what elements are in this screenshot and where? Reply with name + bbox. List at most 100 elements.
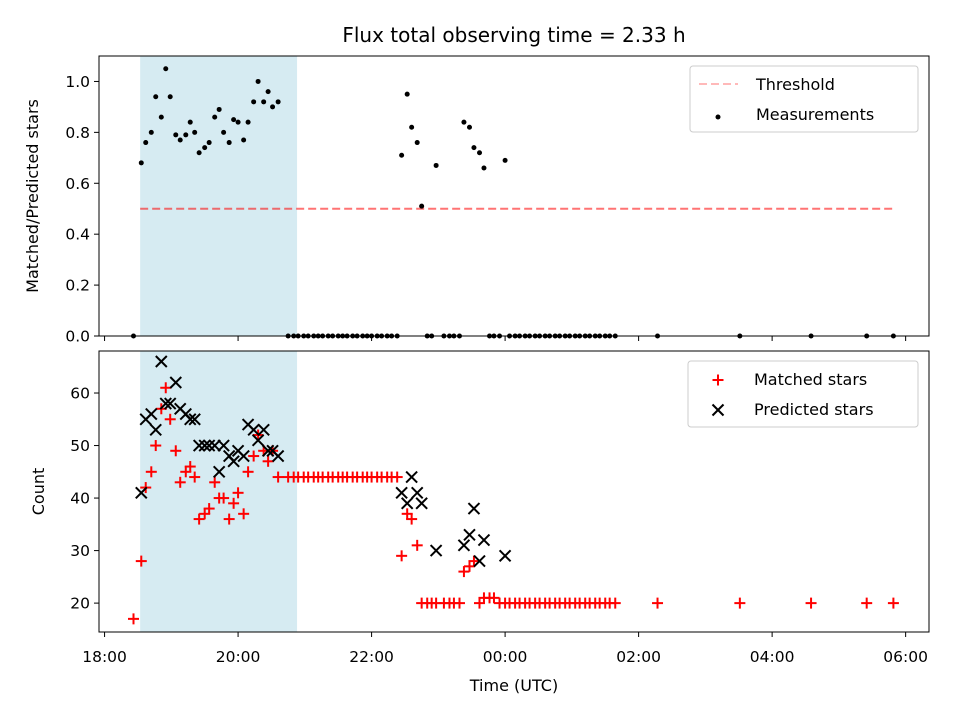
predicted-star-point-11-b: [188, 413, 201, 426]
top-legend: Threshold Measurements: [689, 65, 919, 133]
predicted-star-point-29: [395, 486, 408, 500]
predicted-star-point-30-b: [400, 497, 414, 510]
measurement-point-68: [477, 150, 483, 156]
predicted-star-point-0: [135, 486, 148, 500]
bottom-y-tick-label-3: 50: [70, 437, 90, 455]
bottom-panel: 20 30 40 50 60 18:00 20:00 22:00 00:00 02:00 04:00…: [70, 350, 930, 666]
predicted-star-point-37-b: [467, 502, 481, 515]
predicted-star-point-24-b: [251, 434, 265, 447]
predicted-star-point-6-b: [163, 397, 177, 410]
top-y-tick-label-1: 0.2: [65, 277, 90, 295]
measurement-point-25: [255, 78, 261, 84]
measurement-point-6: [163, 66, 169, 72]
top-legend-box: [689, 65, 919, 133]
legend-threshold-label: Threshold: [755, 75, 835, 94]
measurement-point-10: [183, 132, 189, 138]
matched-star-point-27: [262, 455, 274, 467]
matched-star-point-98: [805, 597, 817, 609]
matched-star-point-56: [411, 539, 423, 551]
predicted-star-point-5: [159, 397, 172, 410]
predicted-star-point-7-b: [169, 376, 182, 389]
legend-predicted-cross: [711, 403, 725, 417]
chart-title: Flux total observing time = 2.33 h: [342, 23, 685, 47]
matched-star-point-21: [232, 487, 244, 499]
measurement-point-26: [261, 99, 267, 105]
x-tick-label-6: 06:00: [883, 648, 928, 666]
matched-star-point-9: [174, 476, 186, 488]
matched-star-point-55: [406, 513, 418, 525]
top-y-tick-label-0: 0.0: [65, 328, 90, 346]
predicted-star-point-14: [202, 439, 216, 452]
predicted-star-point-15: [208, 439, 221, 452]
measurement-point-11: [187, 119, 193, 125]
measurement-point-4: [153, 94, 159, 100]
matched-star-point-18: [218, 492, 230, 504]
top-plot-frame: [98, 55, 930, 337]
predicted-star-point-37: [467, 502, 481, 515]
predicted-star-point-14-b: [202, 439, 216, 452]
bottom-y-tick-label-2: 40: [70, 490, 90, 508]
matched-star-point-11: [184, 461, 196, 473]
measurement-point-16: [212, 114, 218, 120]
matched-star-point-67: [468, 555, 480, 567]
predicted-star-point-19-b: [227, 455, 240, 468]
matched-star-point-20: [228, 497, 240, 509]
legend-predicted-stars-swatch: [711, 403, 725, 417]
matched-star-point-99: [861, 597, 873, 609]
x-tick-label-2: 22:00: [349, 648, 394, 666]
predicted-star-point-21-b: [237, 449, 250, 463]
measurement-point-73: [502, 157, 508, 163]
legend-matched-stars-swatch: [712, 374, 724, 386]
legend-predicted-stars-label: Predicted stars: [754, 400, 874, 419]
predicted-star-point-32-b: [410, 486, 424, 500]
measurement-point-15: [206, 140, 212, 146]
legend-predicted-cross-b: [711, 403, 725, 417]
top-y-axis-label: Matched/Predicted stars: [23, 99, 42, 293]
measurement-point-24: [251, 99, 257, 105]
predicted-star-point-23-b: [247, 423, 260, 436]
predicted-star-point-33-b: [415, 497, 428, 510]
measurement-point-56: [414, 140, 420, 146]
x-tick-label-0: 18:00: [82, 648, 127, 666]
predicted-star-point-5-b: [159, 397, 172, 410]
measurement-point-23: [245, 119, 251, 125]
matched-star-point-71: [488, 592, 500, 604]
bottom-y-tick-label-4: 60: [70, 385, 90, 403]
matched-star-point-95: [609, 597, 621, 609]
predicted-star-point-19: [227, 455, 240, 468]
matched-star-point-29: [272, 471, 284, 483]
top-y-tick-label-5: 1.0: [65, 73, 90, 91]
matched-star-point-4: [150, 440, 162, 452]
predicted-star-point-40-b: [498, 549, 512, 563]
matched-star-point-0: [127, 613, 139, 625]
predicted-star-point-12: [192, 439, 206, 452]
measurement-point-65: [461, 119, 467, 125]
bottom-y-tick-label-0: 20: [70, 595, 90, 613]
measurement-point-17: [216, 106, 222, 112]
matched-star-point-15: [203, 503, 215, 515]
predicted-star-point-28: [271, 449, 285, 463]
predicted-star-point-16: [212, 465, 226, 479]
bottom-plot-frame: [98, 350, 930, 633]
predicted-star-point-7: [169, 376, 182, 389]
measurement-point-69: [481, 165, 487, 171]
legend-measurements-label: Measurements: [756, 105, 874, 124]
predicted-star-point-17-b: [217, 439, 230, 452]
legend-matched-stars-label: Matched stars: [754, 370, 867, 389]
top-y-tick-label-3: 0.6: [65, 175, 90, 193]
measurement-point-57: [419, 203, 425, 209]
matched-star-point-24: [248, 450, 260, 462]
measurement-point-14: [202, 145, 208, 151]
measurement-point-19: [226, 140, 232, 146]
predicted-star-point-39: [477, 533, 491, 547]
predicted-star-point-15-b: [208, 439, 221, 452]
measurement-point-29: [275, 99, 281, 105]
measurement-point-53: [399, 152, 405, 158]
measurement-point-60: [433, 162, 439, 168]
measurement-point-27: [265, 89, 271, 95]
predicted-star-point-31-b: [405, 470, 418, 484]
predicted-star-point-4: [155, 355, 168, 368]
measurement-point-28: [270, 104, 276, 110]
measurement-point-2: [143, 140, 149, 146]
